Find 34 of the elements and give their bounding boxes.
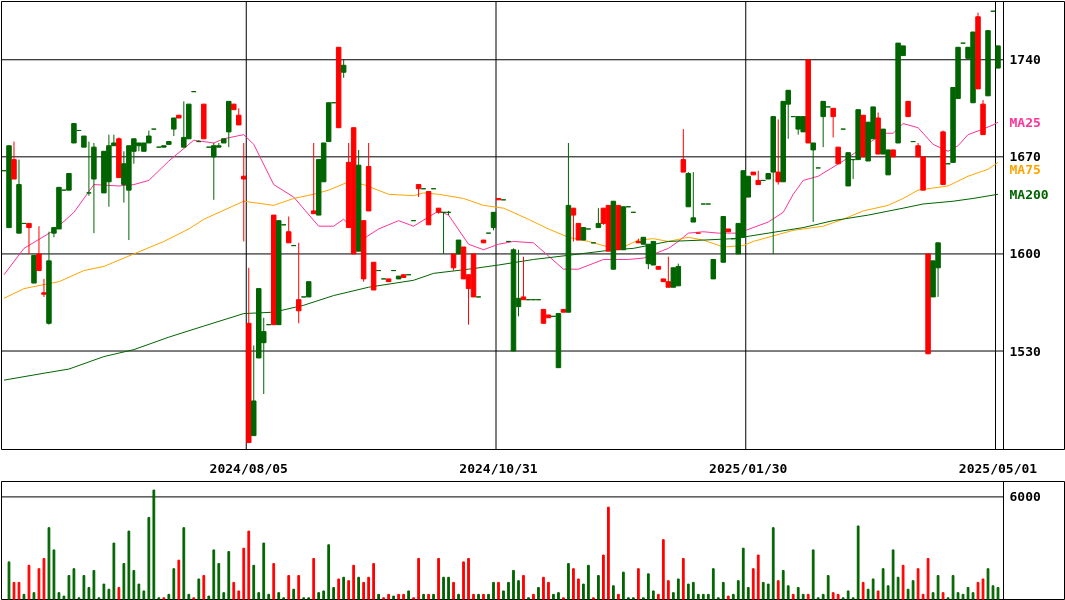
line-series: [3, 121, 999, 276]
candlestick: [241, 142, 247, 242]
candlestick: [26, 222, 32, 255]
line-series: [3, 161, 999, 299]
candlestick: [310, 142, 317, 215]
y-tick-label: 1740: [1009, 52, 1041, 68]
y-tick-label: 1670: [1009, 149, 1041, 165]
x-tick-label: 2024/08/05: [209, 460, 288, 476]
y-tick-label: 6000: [1009, 489, 1041, 505]
y-tick-label: 1530: [1009, 343, 1041, 359]
x-tick-label: 2024/10/31: [459, 460, 538, 476]
series-label: MA75: [1009, 162, 1041, 178]
candlestick: [11, 141, 17, 180]
candlestick: [680, 128, 687, 173]
x-tick-label: 2025/01/30: [709, 460, 788, 476]
series-label: MA200: [1009, 186, 1049, 202]
candlestick: [810, 142, 816, 223]
candlestick: [41, 278, 47, 298]
candlestick: [36, 225, 42, 272]
candlestick: [795, 116, 801, 136]
series-label: MA25: [1009, 114, 1041, 130]
candlestick: [171, 117, 177, 137]
candlestick: [830, 107, 836, 138]
candlestick: [490, 211, 497, 231]
candlestick: [690, 171, 697, 223]
candlestick: [670, 267, 677, 288]
candlestick: [710, 258, 717, 280]
x-tick-label: 2025/05/01: [958, 460, 1038, 476]
candlestick: [820, 100, 826, 148]
candlestick: [775, 118, 781, 186]
candlestick: [71, 123, 77, 144]
y-tick-label: 1600: [1009, 246, 1041, 262]
candlestick: [340, 59, 347, 79]
candlestick: [995, 45, 1001, 69]
